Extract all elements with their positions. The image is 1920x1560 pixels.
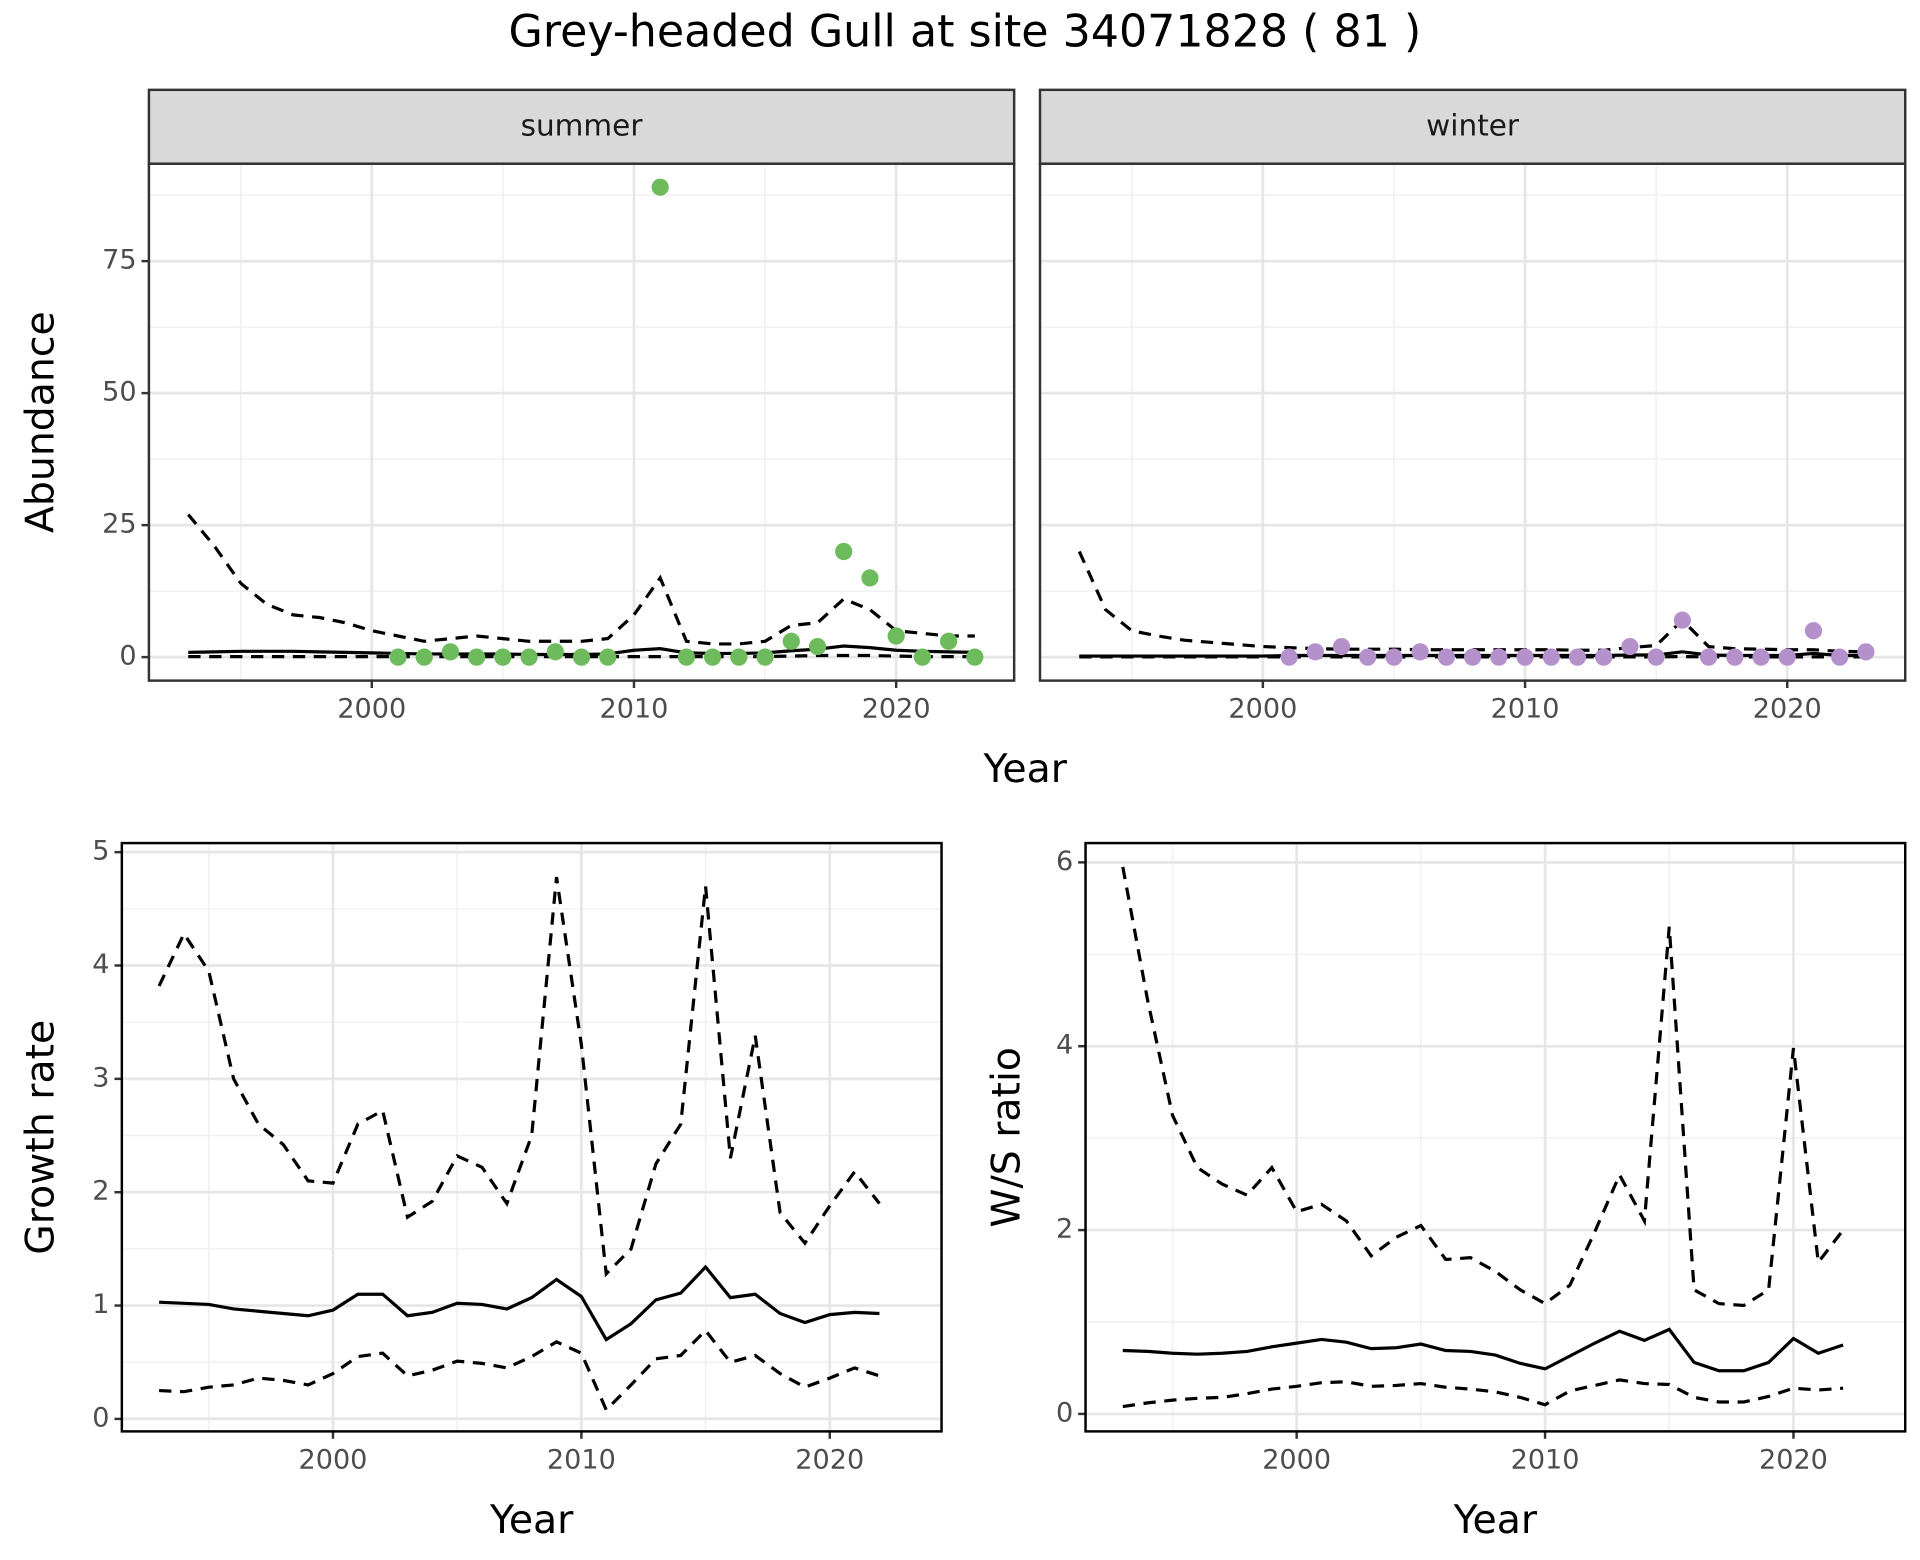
facet-strip — [147, 88, 1016, 165]
series-line — [159, 1264, 880, 1342]
x-axis-title: Year — [1453, 1497, 1538, 1543]
y-tick-label: 2 — [1056, 1214, 1073, 1245]
data-point — [651, 178, 669, 196]
y-tick-label: 75 — [102, 245, 136, 276]
y-tick-label: 0 — [119, 641, 136, 672]
data-point — [1857, 643, 1875, 661]
data-point — [1359, 648, 1377, 666]
data-point — [677, 648, 696, 666]
data-point — [1306, 643, 1324, 661]
series-line — [188, 653, 975, 659]
data-point — [1804, 622, 1823, 640]
panel-background — [1085, 843, 1906, 1432]
x-axis-title: Year — [983, 746, 1068, 792]
panel-border — [120, 841, 943, 1433]
y-tick-label: 5 — [92, 836, 109, 867]
facet-label: winter — [1426, 108, 1520, 142]
data-point — [1621, 637, 1639, 656]
data-point — [415, 648, 433, 666]
y-tick-label: 3 — [92, 1062, 109, 1093]
x-tick-label: 2000 — [1228, 694, 1297, 725]
data-point — [1568, 648, 1587, 666]
y-axis-title: W/S ratio — [984, 1047, 1030, 1228]
panel-background — [1040, 163, 1906, 681]
x-tick-label: 2020 — [795, 1444, 864, 1475]
y-tick-label: 2 — [92, 1176, 109, 1207]
data-point — [1437, 648, 1456, 666]
data-point — [572, 648, 591, 666]
y-tick-label: 6 — [1056, 846, 1073, 877]
data-point — [835, 542, 853, 561]
data-point — [1647, 648, 1665, 666]
data-point — [913, 648, 932, 666]
x-tick-label: 2020 — [1753, 694, 1822, 725]
data-point — [1332, 637, 1351, 656]
y-tick-label: 0 — [92, 1402, 109, 1433]
data-point — [1778, 648, 1796, 666]
x-axis-title: Year — [489, 1497, 574, 1543]
data-point — [468, 648, 486, 666]
data-point — [389, 648, 407, 666]
series-line — [157, 876, 881, 1278]
panel-background — [148, 163, 1015, 681]
data-point — [782, 632, 800, 650]
x-tick-label: 2000 — [299, 1444, 368, 1475]
data-point — [546, 643, 564, 661]
data-point — [441, 643, 460, 661]
data-point — [939, 632, 958, 650]
x-tick-label: 2000 — [1262, 1444, 1331, 1475]
facet-strip — [1038, 88, 1907, 165]
series-line — [159, 1328, 880, 1413]
data-point — [599, 648, 617, 666]
x-tick-label: 2010 — [1491, 694, 1560, 725]
y-tick-label: 1 — [92, 1289, 109, 1320]
data-point — [966, 648, 984, 666]
facet-label: summer — [521, 108, 644, 142]
data-point — [1516, 648, 1534, 666]
data-point — [808, 637, 827, 656]
data-point — [730, 648, 748, 666]
panel-background — [121, 843, 942, 1432]
x-tick-label: 2010 — [1511, 1444, 1580, 1475]
data-point — [1385, 648, 1403, 666]
series-line — [1122, 1327, 1844, 1373]
y-axis-title: Growth rate — [18, 1020, 64, 1255]
data-point — [1542, 648, 1560, 666]
data-point — [1464, 648, 1482, 666]
series-line — [1121, 866, 1845, 1308]
data-point — [1752, 648, 1770, 666]
y-axis-title: Abundance — [18, 311, 64, 533]
y-tick-label: 25 — [102, 509, 136, 540]
data-point — [1411, 643, 1429, 661]
data-point — [1280, 648, 1298, 666]
figure-title: Grey-headed Gull at site 34071828 ( 81 ) — [509, 6, 1422, 57]
x-tick-label: 2020 — [1759, 1444, 1828, 1475]
data-point — [1595, 648, 1613, 666]
data-point — [756, 648, 774, 666]
data-point — [1831, 648, 1849, 666]
x-tick-label: 2010 — [547, 1444, 616, 1475]
data-point — [861, 569, 879, 587]
data-point — [494, 648, 512, 666]
data-point — [1673, 611, 1691, 629]
series-line — [1122, 1378, 1844, 1409]
y-tick-label: 50 — [102, 377, 136, 408]
x-tick-label: 2010 — [600, 694, 669, 725]
panel-border — [1084, 841, 1907, 1433]
y-tick-label: 4 — [1056, 1030, 1073, 1061]
data-point — [1726, 648, 1744, 666]
data-point — [887, 627, 905, 645]
y-tick-label: 0 — [1056, 1397, 1073, 1428]
x-tick-label: 2000 — [337, 694, 406, 725]
x-tick-label: 2020 — [862, 694, 931, 725]
data-point — [520, 648, 538, 666]
data-point — [704, 648, 722, 666]
data-point — [1699, 648, 1718, 666]
data-point — [1490, 648, 1508, 666]
series-line — [187, 513, 975, 646]
y-tick-label: 4 — [92, 949, 109, 980]
